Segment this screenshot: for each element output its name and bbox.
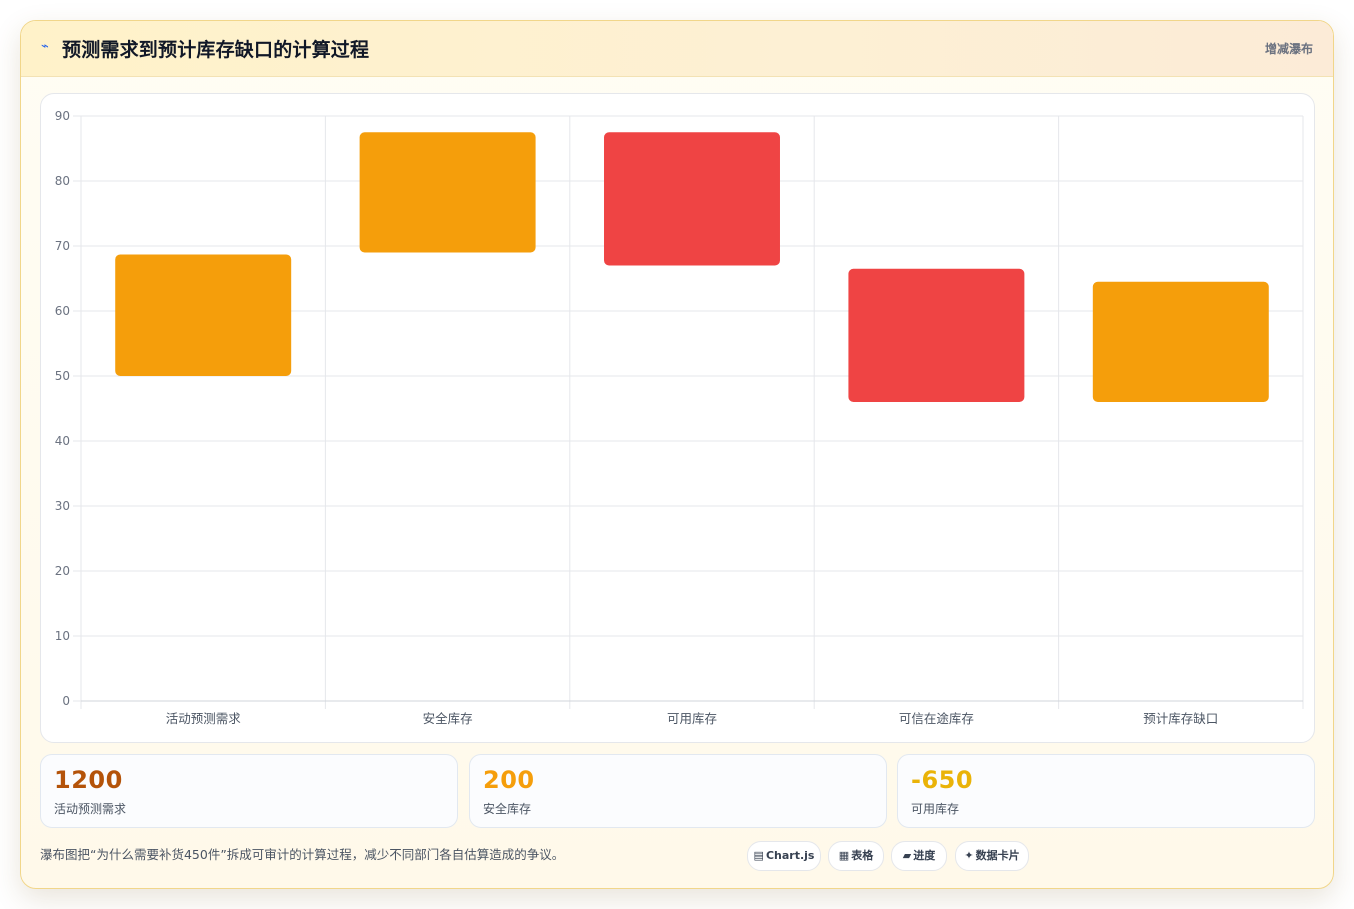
chart-panel: 0 10 20 30 40 50 60 70 80 90 活动预测需求 安全库存 可用库存 可信在途库存 预… [40, 93, 1315, 743]
y-tick-label: 50 [55, 369, 70, 383]
stat-label: 活动预测需求 [54, 802, 127, 816]
tag-label: 表格 [851, 849, 874, 862]
x-tick-label: 活动预测需求 [166, 711, 242, 726]
card-header: ⌁ 预测需求到预计库存缺口的计算过程 增减瀑布 [21, 21, 1333, 77]
stat-value: 200 [483, 766, 535, 794]
y-tick-label: 70 [55, 239, 70, 253]
y-tick-label: 60 [55, 304, 70, 318]
stat-cards: 1200 活动预测需求 200 安全库存 -650 可用库存 [40, 754, 1315, 828]
x-tick-label: 安全库存 [423, 711, 473, 726]
stat-value: 1200 [54, 766, 123, 794]
stat-card-forecast-demand: 1200 活动预测需求 [40, 754, 458, 828]
stat-card-safety-stock: 200 安全库存 [469, 754, 887, 828]
stat-value: -650 [911, 766, 974, 794]
y-tick-label: 0 [62, 694, 70, 708]
y-tick-label: 90 [55, 109, 70, 123]
x-tick-label: 预计库存缺口 [1143, 711, 1218, 726]
sparkle-icon: ✦ [964, 849, 974, 862]
bar-3 [604, 132, 780, 266]
progress-icon: ▰ [902, 849, 912, 862]
y-tick-label: 30 [55, 499, 70, 513]
lightning-icon: ⌁ [41, 39, 49, 54]
bar-1 [115, 254, 292, 376]
tag-label: 数据卡片 [975, 849, 1020, 862]
chart-card: ⌁ 预测需求到预计库存缺口的计算过程 增减瀑布 0 10 20 30 40 50 60 70 8… [20, 20, 1334, 889]
footnote: 瀑布图把“为什么需要补货450件”拆成可审计的计算过程，减少不同部门各自估算造成… [40, 847, 565, 862]
waterfall-chart: 0 10 20 30 40 50 60 70 80 90 活动预测需求 安全库存 可用库存 可信在途库存 预… [55, 109, 1304, 726]
stat-card-available-stock: -650 可用库存 [897, 754, 1315, 828]
bar-4 [848, 268, 1025, 402]
y-tick-label: 80 [55, 174, 70, 188]
card-title: 预测需求到预计库存缺口的计算过程 [62, 39, 370, 61]
tag-label: 进度 [913, 849, 936, 862]
x-tick-label: 可信在途库存 [899, 711, 974, 726]
tag-table[interactable]: ▦ 表格 [828, 841, 884, 871]
x-tick-label: 可用库存 [667, 711, 717, 726]
tag-label: Chart.js [765, 849, 815, 862]
stat-label: 安全库存 [483, 802, 532, 816]
y-tick-label: 20 [55, 564, 70, 578]
chart-icon: ▤ [753, 849, 764, 862]
tag-progress[interactable]: ▰ 进度 [891, 841, 947, 871]
bar-2 [359, 132, 536, 253]
tag-chartjs[interactable]: ▤ Chart.js [747, 841, 821, 871]
chart-type-label: 增减瀑布 [1264, 42, 1313, 56]
stat-label: 可用库存 [911, 802, 960, 816]
table-icon: ▦ [838, 849, 850, 862]
tag-data-cards[interactable]: ✦ 数据卡片 [955, 841, 1029, 871]
y-tick-label: 10 [55, 629, 70, 643]
y-tick-label: 40 [55, 434, 70, 448]
bar-5 [1092, 281, 1269, 402]
